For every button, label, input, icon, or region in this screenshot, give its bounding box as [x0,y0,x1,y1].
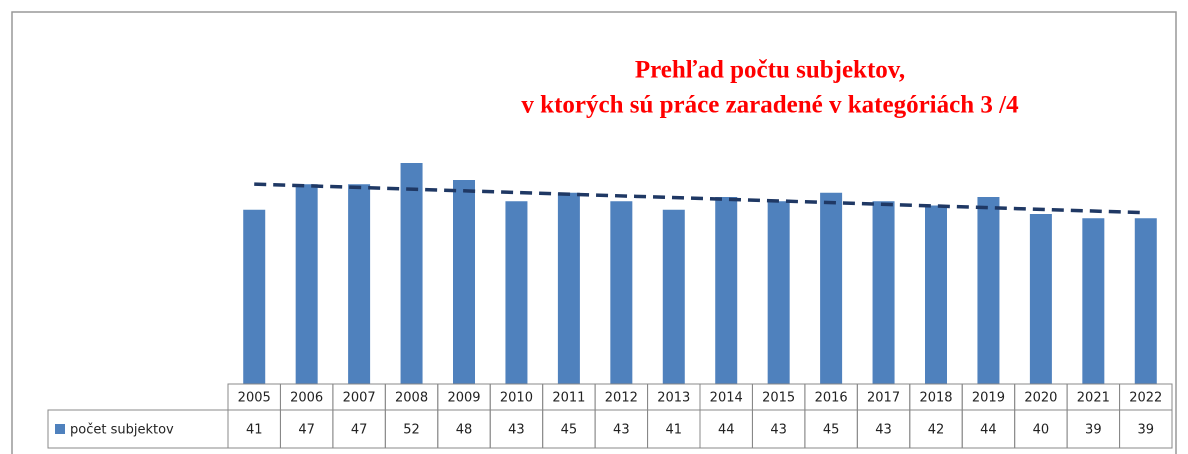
trend-line [254,182,1146,215]
bar [295,184,318,384]
x-tick-label: 2018 [919,391,952,406]
x-tick-label: 2007 [343,391,376,406]
bar [557,192,580,384]
table-cell [47,409,229,449]
legend-swatch [55,424,65,434]
bar [820,192,843,384]
bar [505,201,528,384]
x-tick-label: 2016 [815,391,848,406]
bar [925,205,947,384]
x-tick-label: 2013 [657,391,690,406]
data-label: 39 [1085,423,1102,438]
chart-title: v ktorých sú práce zaradené v kategóriác… [521,92,1019,119]
chart-frame [11,11,1177,454]
x-tick-label: 2011 [552,391,585,406]
bar [977,197,1000,384]
data-label: 43 [875,423,892,438]
bar [767,201,790,384]
x-tick-label: 2006 [290,391,323,406]
bar [1134,218,1157,384]
data-label: 43 [613,423,630,438]
bar [610,201,633,384]
data-label: 44 [980,423,997,438]
data-label: 39 [1138,423,1155,438]
data-label: 47 [298,423,315,438]
data-label: 43 [770,423,787,438]
data-label: 43 [508,423,525,438]
bar [662,209,685,384]
data-label: 48 [456,423,473,438]
legend-label: počet subjektov [70,423,174,438]
bar [453,180,475,384]
data-label: 47 [351,423,368,438]
x-tick-label: 2010 [500,391,533,406]
x-tick-label: 2005 [238,391,271,406]
bar [715,197,738,384]
x-tick-label: 2008 [395,391,428,406]
bar [348,184,371,384]
data-label: 52 [403,423,420,438]
x-tick-label: 2022 [1129,391,1162,406]
x-tick-label: 2012 [605,391,638,406]
table-cell [1119,409,1173,449]
bar [872,201,895,384]
data-label: 45 [561,423,578,438]
x-tick-label: 2021 [1077,391,1110,406]
bar [1082,218,1105,384]
data-label: 41 [666,423,683,438]
x-tick-label: 2017 [867,391,900,406]
chart-title: Prehľad počtu subjektov, [635,57,905,84]
x-tick-label: 2015 [762,391,795,406]
x-tick-label: 2020 [1024,391,1057,406]
bar [400,163,423,384]
x-tick-label: 2014 [710,391,743,406]
bar [1029,214,1052,384]
bar [243,209,266,384]
data-label: 41 [246,423,263,438]
data-label: 45 [823,423,840,438]
x-tick-label: 2009 [447,391,480,406]
data-label: 44 [718,423,735,438]
x-tick-label: 2019 [972,391,1005,406]
data-label: 42 [928,423,945,438]
data-label: 40 [1033,423,1050,438]
